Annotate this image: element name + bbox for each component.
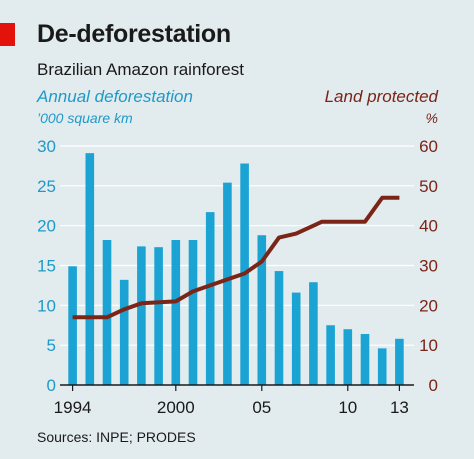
deforestation-bar xyxy=(326,325,335,385)
chart-title: De-deforestation xyxy=(37,20,231,48)
right-tick-label: 40 xyxy=(419,217,438,236)
deforestation-bar xyxy=(360,334,370,385)
right-tick-label: 60 xyxy=(419,137,438,156)
left-tick-label: 10 xyxy=(37,296,56,315)
deforestation-bar xyxy=(102,240,112,385)
source-note: Sources: INPE; PRODES xyxy=(37,429,196,445)
right-tick-label: 10 xyxy=(419,336,438,355)
deforestation-bar xyxy=(377,348,387,385)
chart-subtitle: Brazilian Amazon rainforest xyxy=(37,60,244,79)
x-tick-label: 05 xyxy=(252,398,271,417)
right-axis-unit: % xyxy=(425,110,438,126)
deforestation-bar xyxy=(171,240,181,385)
deforestation-bar xyxy=(274,271,284,385)
deforestation-bar xyxy=(309,282,318,385)
right-tick-label: 20 xyxy=(419,296,438,315)
right-tick-label: 50 xyxy=(419,177,438,196)
deforestation-bar xyxy=(205,212,215,385)
deforestation-bar xyxy=(68,266,77,385)
deforestation-bar xyxy=(154,247,163,385)
deforestation-bar xyxy=(291,292,301,385)
deforestation-bar xyxy=(395,338,404,385)
left-tick-label: 15 xyxy=(37,257,56,276)
left-tick-label: 30 xyxy=(37,137,56,156)
deforestation-bar xyxy=(137,246,146,385)
right-tick-label: 0 xyxy=(429,376,438,395)
deforestation-bar xyxy=(223,182,232,385)
deforestation-bar xyxy=(119,279,129,385)
left-axis-title: Annual deforestation xyxy=(37,87,193,106)
left-axis-unit: ’000 square km xyxy=(37,110,133,126)
x-tick-label: 10 xyxy=(338,398,357,417)
x-tick-label: 13 xyxy=(390,398,409,417)
deforestation-bar xyxy=(188,240,198,385)
x-tick-label: 2000 xyxy=(157,398,195,417)
red-accent-tab xyxy=(0,23,15,46)
land-protected-line xyxy=(72,195,400,320)
left-tick-label: 25 xyxy=(37,177,56,196)
deforestation-bar xyxy=(85,153,95,385)
deforestation-bar xyxy=(343,329,353,385)
left-tick-label: 20 xyxy=(37,217,56,236)
x-tick-label: 1994 xyxy=(54,398,92,417)
deforestation-bar xyxy=(257,235,267,385)
right-axis-title: Land protected xyxy=(324,87,438,106)
left-tick-label: 5 xyxy=(47,336,56,355)
left-tick-label: 0 xyxy=(47,376,56,395)
right-tick-label: 30 xyxy=(419,257,438,276)
